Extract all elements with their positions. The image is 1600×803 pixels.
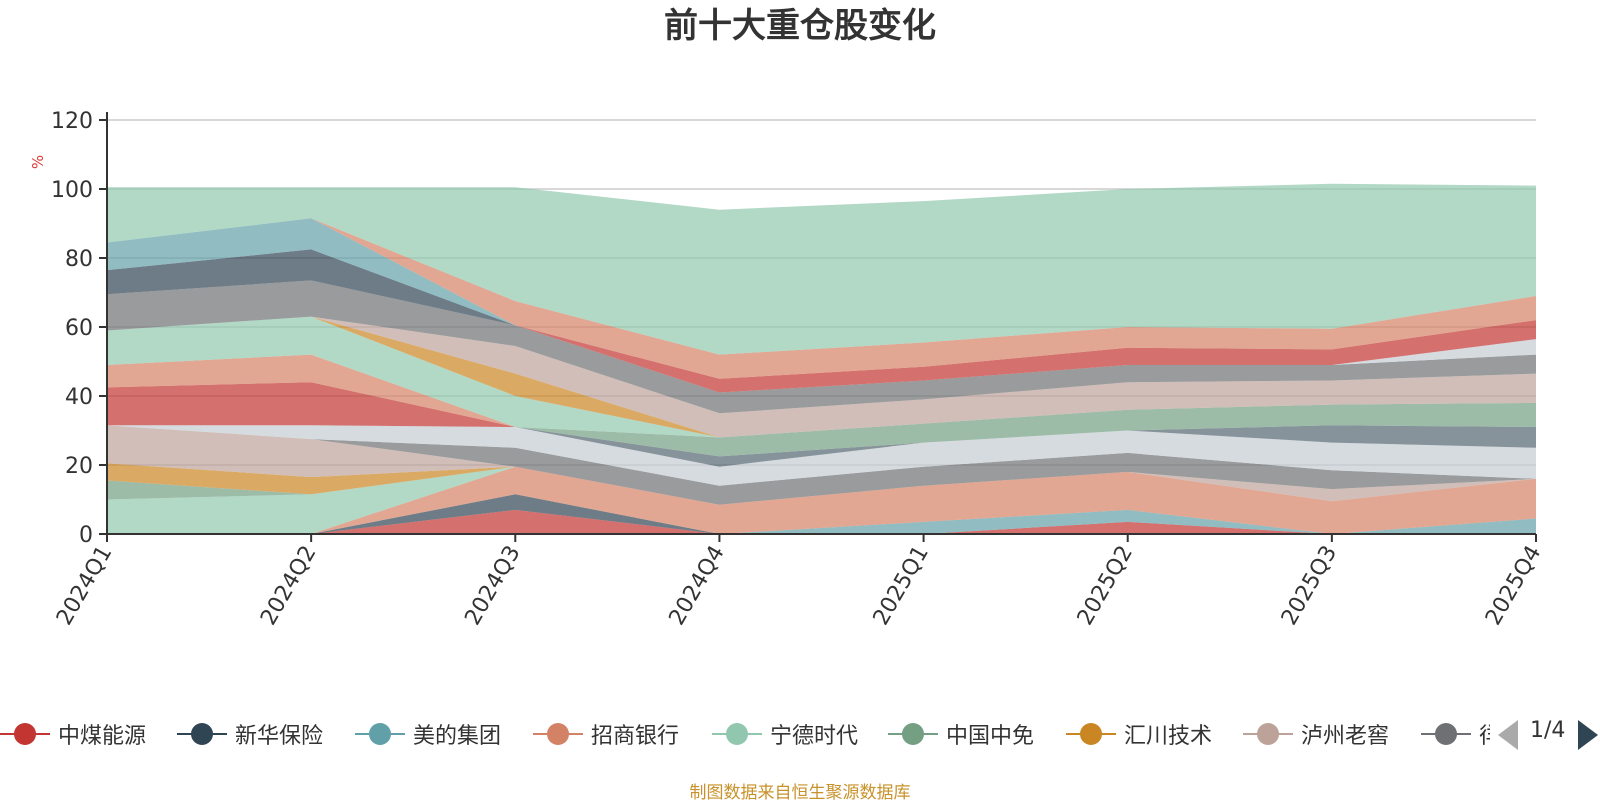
area-series-0 bbox=[107, 509, 1536, 534]
area-series-24 bbox=[107, 183, 1536, 355]
area-series-3 bbox=[107, 466, 1536, 534]
legend-marker-icon bbox=[177, 722, 227, 746]
x-tick-label: 2025Q4 bbox=[1481, 542, 1546, 630]
legend-label: 宁德时代 bbox=[770, 724, 859, 749]
area-series-22 bbox=[107, 218, 1536, 393]
data-source-note: 制图数据来自恒生聚源数据库 bbox=[689, 783, 911, 803]
legend-marker-icon bbox=[712, 722, 762, 746]
area-series-7 bbox=[107, 425, 1536, 505]
legend-item[interactable]: 美的集团 bbox=[355, 712, 501, 756]
y-tick-label: 20 bbox=[65, 454, 93, 479]
area-series-17 bbox=[107, 316, 1536, 438]
area-series-18 bbox=[107, 280, 1536, 414]
legend: 中煤能源 新华保险 美的集团 招商银行 宁德时代 中国中免 汇川技术 泸州老窖 徉 bbox=[0, 712, 1490, 756]
legend-label: 招商银行 bbox=[591, 724, 680, 749]
legend-marker-icon bbox=[888, 722, 938, 746]
area-series-layer bbox=[107, 183, 1536, 534]
legend-item[interactable]: 汇川技术 bbox=[1066, 712, 1212, 756]
area-series-19 bbox=[107, 249, 1536, 393]
legend-marker-icon bbox=[355, 722, 405, 746]
triangle-left-icon[interactable] bbox=[1498, 720, 1518, 750]
legend-item[interactable]: 宁德时代 bbox=[712, 712, 858, 756]
y-tick-label: 80 bbox=[65, 247, 93, 272]
area-series-20 bbox=[107, 218, 1536, 393]
legend-item[interactable]: 中煤能源 bbox=[0, 712, 146, 756]
legend-marker-icon bbox=[1421, 722, 1471, 746]
area-series-8 bbox=[107, 425, 1536, 505]
area-series-13 bbox=[107, 354, 1536, 457]
legend-label: 泸州老窖 bbox=[1301, 724, 1390, 749]
area-series-12 bbox=[107, 382, 1536, 457]
area-series-2 bbox=[107, 494, 1536, 534]
legend-label: 徉 bbox=[1479, 718, 1490, 750]
legend-pager: 1/4 bbox=[1498, 716, 1600, 752]
legend-marker-icon bbox=[1066, 722, 1116, 746]
y-tick-label: 120 bbox=[51, 109, 93, 134]
y-tick-label: 0 bbox=[79, 523, 93, 548]
area-series-15 bbox=[107, 316, 1536, 438]
legend-item[interactable]: 中国中免 bbox=[888, 712, 1034, 756]
x-tick-label: 2024Q2 bbox=[256, 542, 321, 630]
legend-item[interactable]: 徉 bbox=[1421, 712, 1490, 756]
legend-item[interactable]: 泸州老窖 bbox=[1243, 712, 1389, 756]
legend-page-indicator: 1/4 bbox=[1530, 718, 1566, 743]
area-series-14 bbox=[107, 354, 1536, 457]
x-tick-label: 2024Q1 bbox=[52, 542, 117, 630]
x-tick-label: 2025Q3 bbox=[1277, 542, 1342, 630]
stacked-area-chart: 0 20 40 60 80 100 120 2024Q1 2024Q2 2024Q3 2024Q4 2… bbox=[29, 109, 1546, 630]
x-tick-label: 2024Q4 bbox=[665, 542, 730, 630]
x-tick-label: 2024Q3 bbox=[460, 542, 525, 630]
legend-item[interactable]: 新华保险 bbox=[177, 712, 323, 756]
legend-marker-icon bbox=[1243, 722, 1293, 746]
legend-label: 新华保险 bbox=[235, 724, 324, 749]
legend-marker-icon bbox=[0, 722, 50, 746]
y-tick-label: 100 bbox=[51, 178, 93, 203]
area-series-11 bbox=[107, 425, 1536, 467]
legend-label: 中国中免 bbox=[946, 724, 1035, 749]
x-tick-label: 2025Q1 bbox=[869, 542, 934, 630]
area-series-23 bbox=[107, 218, 1536, 379]
legend-marker-icon bbox=[533, 722, 583, 746]
area-series-4 bbox=[107, 466, 1536, 534]
triangle-right-icon[interactable] bbox=[1578, 720, 1598, 750]
legend-label: 中煤能源 bbox=[58, 724, 147, 749]
y-axis-unit-label: % bbox=[29, 155, 47, 169]
legend-item[interactable]: 招商银行 bbox=[533, 712, 679, 756]
x-tick-label: 2025Q2 bbox=[1073, 542, 1138, 630]
legend-label: 汇川技术 bbox=[1124, 724, 1213, 749]
chart-title: 前十大重仓股变化 bbox=[664, 6, 936, 46]
y-tick-label: 60 bbox=[65, 316, 93, 341]
y-tick-label: 40 bbox=[65, 385, 93, 410]
legend-label: 美的集团 bbox=[413, 724, 502, 749]
area-series-10 bbox=[107, 425, 1536, 486]
